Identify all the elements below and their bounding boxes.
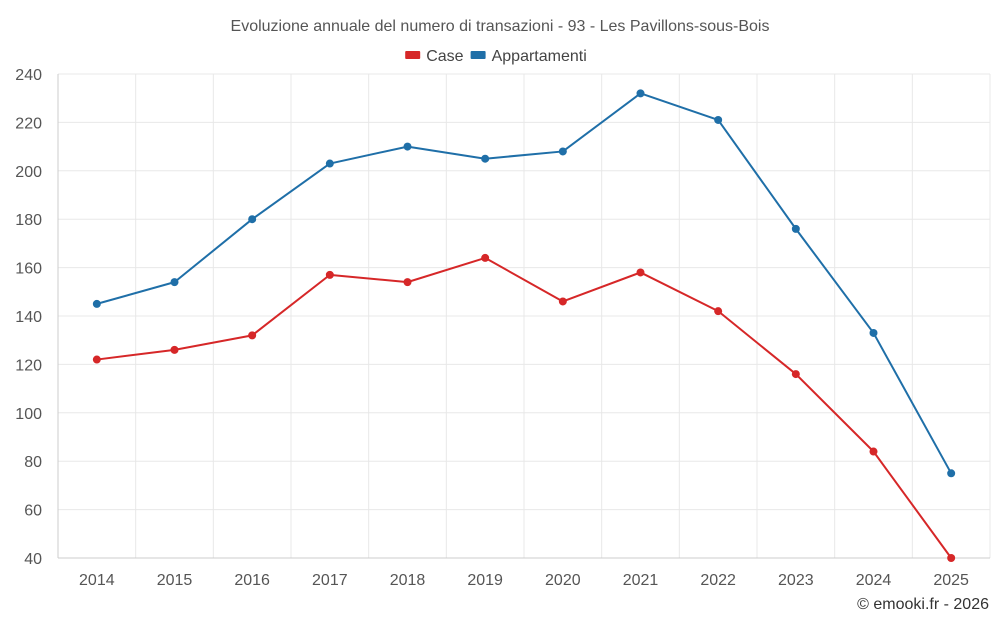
x-tick-label: 2018 [390,572,426,589]
data-point[interactable] [947,554,956,562]
data-point[interactable] [714,115,723,124]
axes: 40 60 80 100 120 140 160 180 200 220 240 2014 2015 20… [15,67,990,589]
x-tick-label: 2024 [856,572,892,589]
grid [57,73,991,559]
data-point[interactable] [92,355,101,364]
data-point[interactable] [791,370,800,379]
data-point[interactable] [170,278,179,287]
legend-label-appartamenti[interactable]: Appartamenti [492,48,587,65]
data-point[interactable] [791,224,800,233]
series-group [92,89,956,562]
data-point[interactable] [714,307,723,316]
data-point[interactable] [325,159,334,168]
x-tick-label: 2014 [79,572,115,589]
data-point[interactable] [403,278,412,287]
y-tick-label: 80 [24,454,42,471]
data-point[interactable] [92,299,101,308]
data-point[interactable] [403,142,412,151]
data-point[interactable] [170,345,179,354]
data-point[interactable] [947,469,956,478]
x-tick-label: 2022 [700,572,736,589]
x-tick-label: 2020 [545,572,581,589]
data-point[interactable] [558,297,567,306]
x-tick-label: 2015 [157,572,193,589]
y-tick-label: 140 [15,309,42,326]
x-tick-label: 2019 [467,572,503,589]
y-tick-label: 120 [15,357,42,374]
data-point[interactable] [481,154,490,163]
credit-text: © emooki.fr - 2026 [857,596,989,613]
y-tick-label: 200 [15,164,42,181]
data-point[interactable] [558,147,567,156]
data-point[interactable] [481,253,490,262]
legend: Case Appartamenti [405,48,587,65]
y-tick-label: 160 [15,261,42,278]
y-tick-label: 60 [24,503,42,520]
chart-title: Evoluzione annuale del numero di transaz… [231,18,770,35]
x-tick-label: 2017 [312,572,348,589]
series-appartamenti [92,89,956,478]
x-tick-label: 2016 [234,572,270,589]
y-tick-label: 180 [15,212,42,229]
y-tick-label: 240 [15,67,42,84]
data-point[interactable] [869,328,878,337]
x-tick-label: 2021 [623,572,659,589]
series-line-appartamenti [96,92,953,474]
data-point[interactable] [636,268,645,277]
data-point[interactable] [325,270,334,279]
series-line-case [96,256,952,559]
series-case [92,253,956,562]
data-point[interactable] [869,447,878,456]
data-point[interactable] [248,331,257,340]
data-point[interactable] [636,89,645,98]
legend-swatch-appartamenti [470,51,486,59]
x-tick-label: 2025 [933,572,969,589]
x-tick-label: 2023 [778,572,814,589]
y-tick-label: 220 [15,115,42,132]
data-point[interactable] [248,215,257,224]
y-tick-label: 100 [15,406,42,423]
legend-label-case[interactable]: Case [426,48,463,65]
legend-swatch-case [405,51,421,59]
y-tick-label: 40 [24,551,42,568]
